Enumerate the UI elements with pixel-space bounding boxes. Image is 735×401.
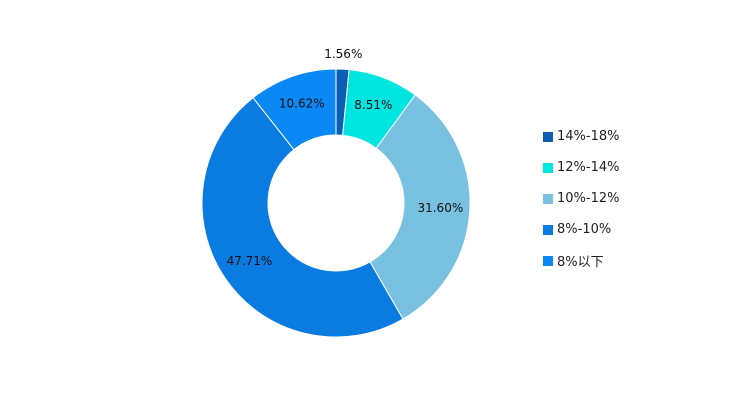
slice-data-label: 10.62% bbox=[279, 97, 325, 111]
legend-item[interactable]: 8%以下 bbox=[543, 245, 619, 276]
pie-slice[interactable] bbox=[369, 94, 471, 320]
slice-data-label: 1.56% bbox=[324, 47, 362, 61]
slice-data-label: 31.60% bbox=[417, 201, 463, 215]
slice-data-label: 8.51% bbox=[354, 98, 392, 112]
legend: 14%-18% 12%-14% 10%-12% 8%-10% 8%以下 bbox=[543, 121, 619, 276]
legend-label: 12%-14% bbox=[557, 160, 620, 175]
legend-item[interactable]: 12%-14% bbox=[543, 152, 619, 183]
legend-label: 10%-12% bbox=[557, 191, 620, 206]
labels-layer: 1.56% 8.51% 31.60% 47.71% 10.62% bbox=[227, 47, 464, 268]
legend-label: 8%以下 bbox=[557, 255, 604, 270]
legend-label: 14%-18% bbox=[557, 129, 620, 144]
legend-swatch bbox=[543, 193, 553, 204]
pie-slice[interactable] bbox=[201, 97, 404, 338]
legend-swatch bbox=[543, 131, 553, 142]
legend-item[interactable]: 10%-12% bbox=[543, 183, 619, 214]
slices-layer bbox=[201, 68, 471, 338]
pie-slice[interactable] bbox=[252, 68, 337, 151]
legend-swatch bbox=[543, 162, 553, 173]
legend-item[interactable]: 8%-10% bbox=[543, 214, 619, 245]
legend-label: 8%-10% bbox=[557, 222, 612, 237]
legend-swatch bbox=[543, 224, 553, 235]
legend-swatch bbox=[543, 255, 553, 266]
slice-data-label: 47.71% bbox=[227, 254, 273, 268]
legend-item[interactable]: 14%-18% bbox=[543, 121, 619, 152]
